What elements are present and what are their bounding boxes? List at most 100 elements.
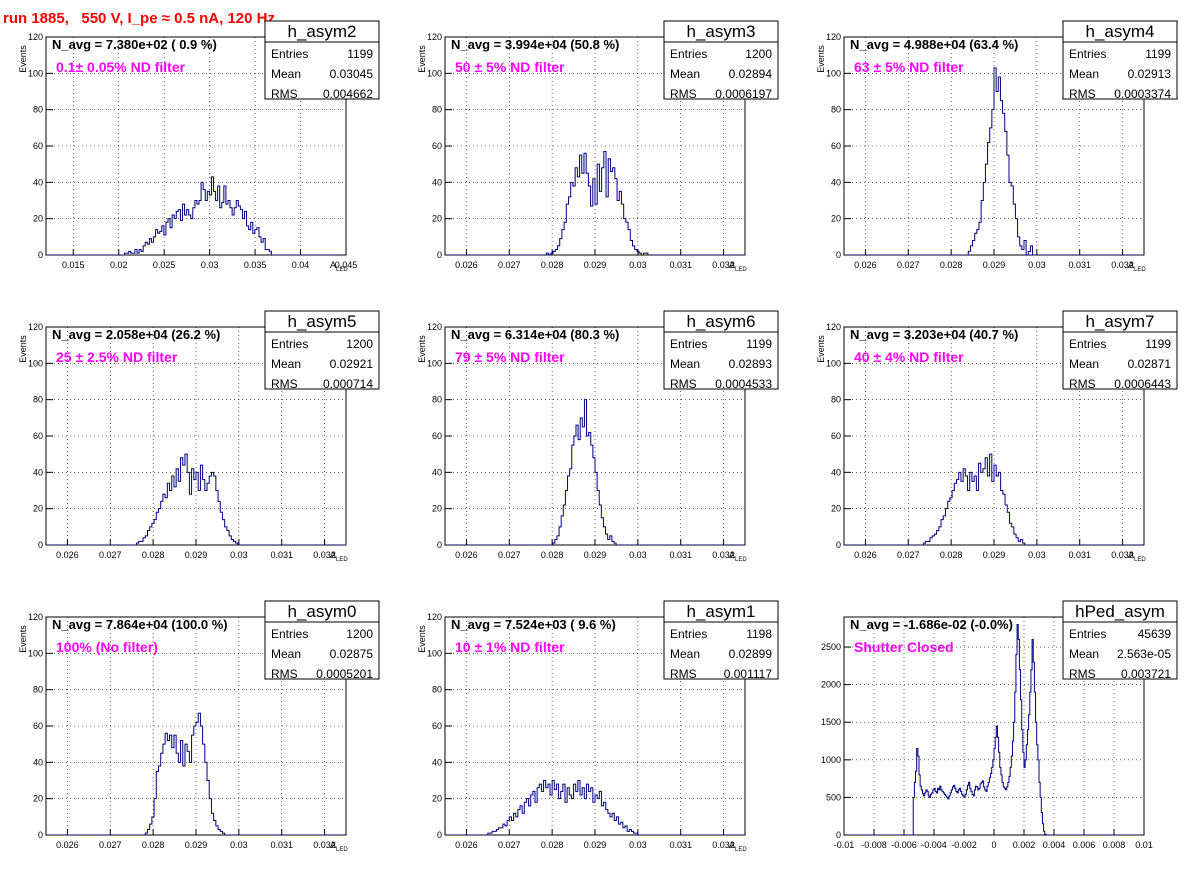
stat-label-rms: RMS [670,377,697,391]
y-tick-label: 0 [836,540,841,550]
x-axis-label: ALED [729,840,747,853]
stat-value-mean: 0.03045 [330,67,374,81]
x-tick-label: 0.029 [185,840,208,850]
x-tick-label: -0.006 [891,840,917,850]
stat-value-mean: 0.02913 [1128,67,1172,81]
y-tick-label: 500 [826,792,841,802]
y-tick-label: 100 [28,68,43,78]
y-tick-label: 40 [432,177,442,187]
y-tick-label: 80 [432,685,442,695]
filter-label: 0.1± 0.05% ND filter [56,59,186,75]
y-tick-label: 60 [831,431,841,441]
x-tick-label: -0.01 [834,840,855,850]
x-tick-label: 0.029 [185,550,208,560]
stat-label-rms: RMS [1069,87,1096,101]
stat-value-entries: 1199 [347,47,373,61]
x-tick-label: 0.031 [270,550,293,560]
histogram-line [844,67,1144,255]
x-tick-label: 0.026 [455,550,478,560]
x-tick-label: 0.029 [983,550,1006,560]
x-tick-label: 0.027 [897,550,920,560]
stats-box [1062,20,1178,100]
x-tick-label: 0.028 [541,550,564,560]
y-tick-label: 0 [437,250,442,260]
y-tick-label: 20 [831,214,841,224]
x-tick-label: 0.002 [1013,840,1036,850]
x-tick-label: 0.028 [541,840,564,850]
x-tick-label: 0.03 [1028,550,1046,560]
x-tick-label: 0.032 [313,550,336,560]
stat-label-mean: Mean [271,67,301,81]
x-tick-label: 0.031 [1068,550,1091,560]
y-axis-label: Events [18,45,28,73]
y-tick-label: 80 [33,685,43,695]
stat-label-rms: RMS [271,87,298,101]
histogram-line [46,712,346,835]
y-tick-label: 60 [432,141,442,151]
stat-value-rms: 0.0006197 [715,87,772,101]
stat-label-entries: Entries [271,627,308,641]
stat-label-mean: Mean [1069,647,1099,661]
x-tick-label: 0.02 [110,260,128,270]
x-tick-label: 0.028 [940,260,963,270]
stats-box [663,20,779,100]
stat-value-entries: 1200 [346,627,373,641]
x-tick-label: 0.031 [669,840,692,850]
stat-label-entries: Entries [1069,627,1106,641]
y-tick-label: 0 [437,540,442,550]
x-tick-label: 0.035 [244,260,267,270]
x-axis-label: ALED [330,260,348,273]
y-tick-label: 100 [427,358,442,368]
y-tick-label: 60 [33,141,43,151]
y-tick-label: 0 [38,250,43,260]
y-tick-label: 120 [427,322,442,332]
filter-label: Shutter Closed [854,639,954,655]
y-tick-label: 20 [33,504,43,514]
stat-value-entries: 1199 [1145,47,1171,61]
y-tick-label: 0 [38,830,43,840]
x-axis-label: ALED [330,840,348,853]
stat-label-mean: Mean [670,67,700,81]
x-tick-label: 0.031 [1068,260,1091,270]
stat-value-mean: 0.02871 [1128,357,1172,371]
x-tick-label: -0.004 [921,840,947,850]
y-axis-label: Events [816,45,826,73]
stat-label-rms: RMS [670,87,697,101]
x-tick-label: -0.008 [861,840,887,850]
histogram-panel-h_asym0: 0.026 0.027 0.028 0.029 0.03 0.031 0.032 0 20 40 6… [18,600,380,853]
y-tick-label: 100 [427,648,442,658]
y-tick-label: 60 [33,721,43,731]
stat-value-mean: 0.02893 [729,357,773,371]
stat-label-mean: Mean [1069,357,1099,371]
x-tick-label: 0.03 [629,550,647,560]
x-tick-label: -0.002 [951,840,977,850]
y-tick-label: 1000 [821,755,841,765]
x-tick-label: 0.028 [142,840,165,850]
y-tick-label: 1500 [821,717,841,727]
stats-box [264,20,380,100]
x-tick-label: 0.015 [62,260,85,270]
x-tick-label: 0.03 [629,840,647,850]
x-axis-label: ALED [729,550,747,563]
x-tick-label: 0.03 [201,260,219,270]
navg-label: N_avg = 6.314e+04 (80.3 %) [451,327,619,342]
y-tick-label: 40 [831,177,841,187]
stat-value-mean: 0.02921 [330,357,374,371]
y-tick-label: 80 [432,395,442,405]
filter-label: 50 ± 5% ND filter [455,59,565,75]
y-tick-label: 120 [28,612,43,622]
y-axis-label: Events [417,335,427,363]
stat-value-rms: 0.001117 [724,667,773,681]
y-tick-label: 60 [432,431,442,441]
histogram-panel-h_asym1: 0.026 0.027 0.028 0.029 0.03 0.031 0.032 0 20 40 6… [417,600,779,853]
x-tick-label: 0.027 [99,550,122,560]
histogram-name: h_asym0 [288,602,357,621]
stat-label-mean: Mean [670,647,700,661]
stat-label-mean: Mean [271,357,301,371]
histogram-panel-h_asym4: 0.026 0.027 0.028 0.029 0.03 0.031 0.032 0 20 40 6… [816,20,1178,273]
stat-label-rms: RMS [670,667,697,681]
y-tick-label: 20 [33,794,43,804]
navg-label: N_avg = 7.380e+02 ( 0.9 %) [52,37,217,52]
x-tick-label: 0.04 [292,260,310,270]
stat-value-rms: 0.0005201 [316,667,373,681]
